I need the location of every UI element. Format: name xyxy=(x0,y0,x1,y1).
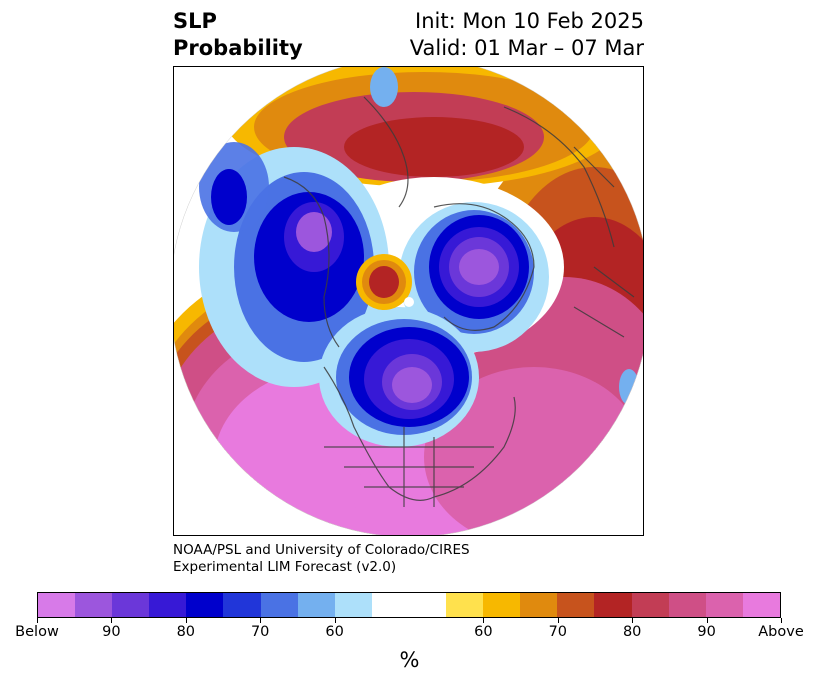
probability-field xyxy=(174,67,643,535)
colorbar-swatch xyxy=(557,593,595,617)
probability-colorbar xyxy=(37,592,781,618)
coastlines xyxy=(283,96,635,507)
colorbar-swatch xyxy=(483,593,521,617)
colorbar-tick-label: 60 xyxy=(325,624,344,640)
colorbar-swatch xyxy=(112,593,150,617)
colorbar-tick-label: Above xyxy=(758,624,804,640)
credit-line-organization: NOAA/PSL and University of Colorado/CIRE… xyxy=(173,542,470,558)
colorbar-tick-label: 70 xyxy=(548,624,568,640)
init-date-label: Init: Mon 10 Feb 2025 xyxy=(415,9,644,33)
colorbar-tick-mark xyxy=(632,618,634,623)
colorbar-swatch xyxy=(38,593,76,617)
colorbar-tick-label: 90 xyxy=(697,624,716,640)
colorbar-swatch xyxy=(520,593,558,617)
credit-text: NOAA/PSL and University of Colorado/CIRE… xyxy=(173,542,470,576)
colorbar-swatch xyxy=(223,593,261,617)
colorbar-tick-mark xyxy=(185,618,187,623)
colorbar-tick-mark xyxy=(706,618,708,623)
colorbar-swatch xyxy=(631,593,669,617)
map-title-right: Init: Mon 10 Feb 2025 Valid: 01 Mar – 07… xyxy=(410,8,644,62)
title-quantity: Probability xyxy=(173,36,303,60)
colorbar-swatch xyxy=(260,593,298,617)
colorbar-tick-label: 80 xyxy=(176,624,196,640)
colorbar-swatch xyxy=(408,593,447,617)
colorbar-swatch xyxy=(705,593,743,617)
colorbar-tick-mark xyxy=(781,618,782,623)
colorbar-tick-mark xyxy=(334,618,336,623)
colorbar-tick-mark xyxy=(557,618,559,623)
credit-line-model: Experimental LIM Forecast (v2.0) xyxy=(173,559,397,575)
colorbar-tick-mark xyxy=(483,618,485,623)
colorbar-tick-label: Below xyxy=(15,624,59,640)
colorbar-tick-label: 60 xyxy=(474,624,493,640)
colorbar-tick-mark xyxy=(111,618,113,623)
below-zone-pacific xyxy=(319,307,479,447)
colorbar-swatch xyxy=(668,593,706,617)
colorbar-swatch xyxy=(446,593,484,617)
colorbar-swatch xyxy=(75,593,113,617)
title-variable: SLP xyxy=(173,9,217,33)
colorbar-unit-label: % xyxy=(399,648,420,672)
colorbar-tick-label: 70 xyxy=(250,624,270,640)
colorbar-swatch xyxy=(186,593,224,617)
colorbar-swatch xyxy=(297,593,335,617)
map-title-left: SLP Probability xyxy=(173,8,303,62)
colorbar-tick-label: 80 xyxy=(622,624,642,640)
colorbar-tick-mark xyxy=(260,618,262,623)
colorbar-tick-mark xyxy=(37,618,38,623)
colorbar-tick-label: 90 xyxy=(102,624,121,640)
polar-map xyxy=(173,66,644,536)
colorbar-swatch xyxy=(742,593,780,617)
valid-range-label: Valid: 01 Mar – 07 Mar xyxy=(409,36,644,60)
colorbar-swatch xyxy=(594,593,632,617)
colorbar-swatch xyxy=(371,593,409,617)
above-zone-atlantic xyxy=(224,67,624,187)
colorbar-tick-labels: Below 90 80 70 60 60 70 80 90 Above xyxy=(0,624,819,644)
colorbar-swatch xyxy=(334,593,372,617)
colorbar-swatch xyxy=(149,593,187,617)
above-center-pole xyxy=(356,254,414,310)
below-zone-arctic xyxy=(399,202,549,352)
